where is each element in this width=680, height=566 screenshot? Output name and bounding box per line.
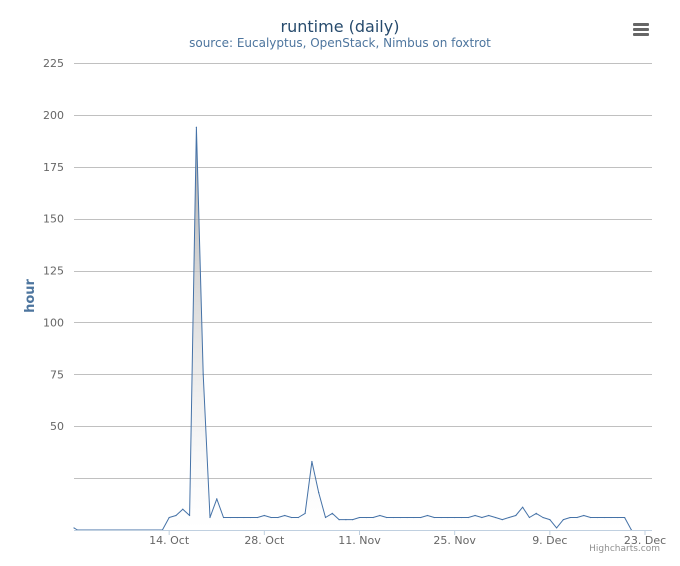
y-tick-label: 125 bbox=[43, 265, 64, 278]
credits-link[interactable]: Highcharts.com bbox=[589, 544, 660, 554]
data-point bbox=[202, 373, 204, 375]
y-tick-label: 50 bbox=[50, 420, 64, 433]
data-point bbox=[372, 516, 374, 519]
x-tick-label: 23. Dec bbox=[624, 534, 666, 547]
data-point bbox=[195, 126, 197, 128]
data-point bbox=[590, 516, 592, 519]
data-point bbox=[569, 516, 571, 519]
data-point bbox=[284, 514, 286, 517]
data-point bbox=[467, 516, 469, 519]
data-point bbox=[168, 516, 170, 519]
data-point bbox=[229, 516, 231, 519]
data-point bbox=[365, 516, 367, 519]
data-point bbox=[311, 460, 313, 463]
chart-title: runtime (daily) bbox=[280, 17, 400, 36]
data-point bbox=[481, 516, 483, 519]
y-tick-label: 100 bbox=[43, 316, 64, 329]
export-menu-button[interactable] bbox=[628, 17, 654, 43]
data-point bbox=[263, 514, 265, 517]
data-point bbox=[175, 514, 177, 517]
x-tick-label: 14. Oct bbox=[149, 534, 190, 547]
chart-subtitle: source: Eucalyptus, OpenStack, Nimbus on… bbox=[189, 36, 491, 50]
x-tick-label: 11. Nov bbox=[338, 534, 381, 547]
data-point bbox=[501, 519, 503, 521]
menu-icon-bar bbox=[633, 33, 649, 36]
data-point bbox=[515, 514, 517, 517]
data-point bbox=[399, 516, 401, 519]
data-point bbox=[535, 512, 537, 514]
data-point bbox=[392, 516, 395, 519]
data-point bbox=[542, 516, 544, 519]
data-point bbox=[345, 519, 347, 521]
data-point bbox=[324, 516, 327, 519]
data-point bbox=[576, 516, 578, 519]
data-point bbox=[440, 516, 442, 519]
data-point bbox=[454, 516, 456, 519]
data-point bbox=[494, 516, 497, 519]
data-point bbox=[277, 516, 279, 519]
y-tick-label: 75 bbox=[50, 368, 64, 381]
series-area-group bbox=[73, 126, 633, 531]
data-point bbox=[556, 527, 558, 529]
data-point bbox=[73, 527, 75, 529]
data-point bbox=[522, 506, 524, 508]
series-area-fill bbox=[74, 127, 632, 531]
x-tick-label: 25. Nov bbox=[433, 534, 476, 547]
data-point bbox=[528, 516, 531, 519]
y-tick-label: 225 bbox=[43, 57, 64, 70]
data-point bbox=[338, 519, 340, 521]
data-point bbox=[406, 516, 408, 519]
data-point bbox=[610, 516, 612, 519]
x-axis: 14. Oct 28. Oct 11. Nov 25. Nov 9. Dec 23. De… bbox=[74, 530, 666, 547]
data-point bbox=[222, 516, 225, 519]
data-point bbox=[243, 516, 245, 519]
data-point bbox=[413, 516, 415, 519]
data-point bbox=[209, 516, 211, 519]
data-point bbox=[488, 514, 490, 517]
menu-icon-bar bbox=[633, 23, 649, 26]
x-tick-label: 9. Dec bbox=[532, 534, 567, 547]
menu-icon-bar bbox=[633, 28, 649, 31]
data-point bbox=[188, 514, 191, 517]
data-point bbox=[562, 519, 565, 521]
data-point bbox=[352, 519, 354, 521]
x-tick-label: 28. Oct bbox=[244, 534, 285, 547]
y-tick-label: 200 bbox=[43, 109, 64, 122]
data-point bbox=[549, 519, 551, 521]
data-point bbox=[447, 516, 449, 519]
data-point bbox=[460, 516, 463, 519]
data-point bbox=[379, 514, 381, 517]
data-point bbox=[250, 516, 252, 519]
data-point bbox=[386, 516, 388, 519]
data-point bbox=[216, 498, 218, 500]
data-point bbox=[583, 514, 585, 517]
data-point bbox=[304, 512, 306, 514]
data-point bbox=[474, 514, 476, 517]
series-line bbox=[73, 126, 632, 531]
data-point bbox=[508, 516, 510, 519]
data-point bbox=[331, 512, 333, 514]
data-point bbox=[318, 492, 320, 494]
y-tick-label: 175 bbox=[43, 161, 64, 174]
data-point bbox=[270, 516, 272, 519]
data-point bbox=[624, 516, 626, 519]
y-tick-label: 150 bbox=[43, 213, 64, 226]
y-axis: 50 75 100 125 150 175 200 225 bbox=[43, 57, 64, 433]
data-point bbox=[358, 516, 361, 519]
data-point bbox=[617, 516, 619, 519]
data-point bbox=[596, 516, 599, 519]
data-point bbox=[256, 516, 259, 519]
data-point bbox=[420, 516, 422, 519]
data-point bbox=[433, 516, 435, 519]
data-point bbox=[290, 516, 293, 519]
grid-lines bbox=[74, 63, 652, 479]
data-point bbox=[297, 516, 299, 519]
data-point bbox=[236, 516, 238, 519]
y-axis-title: hour bbox=[23, 278, 38, 312]
data-point bbox=[603, 516, 605, 519]
data-point bbox=[182, 508, 184, 510]
data-point bbox=[426, 514, 429, 517]
